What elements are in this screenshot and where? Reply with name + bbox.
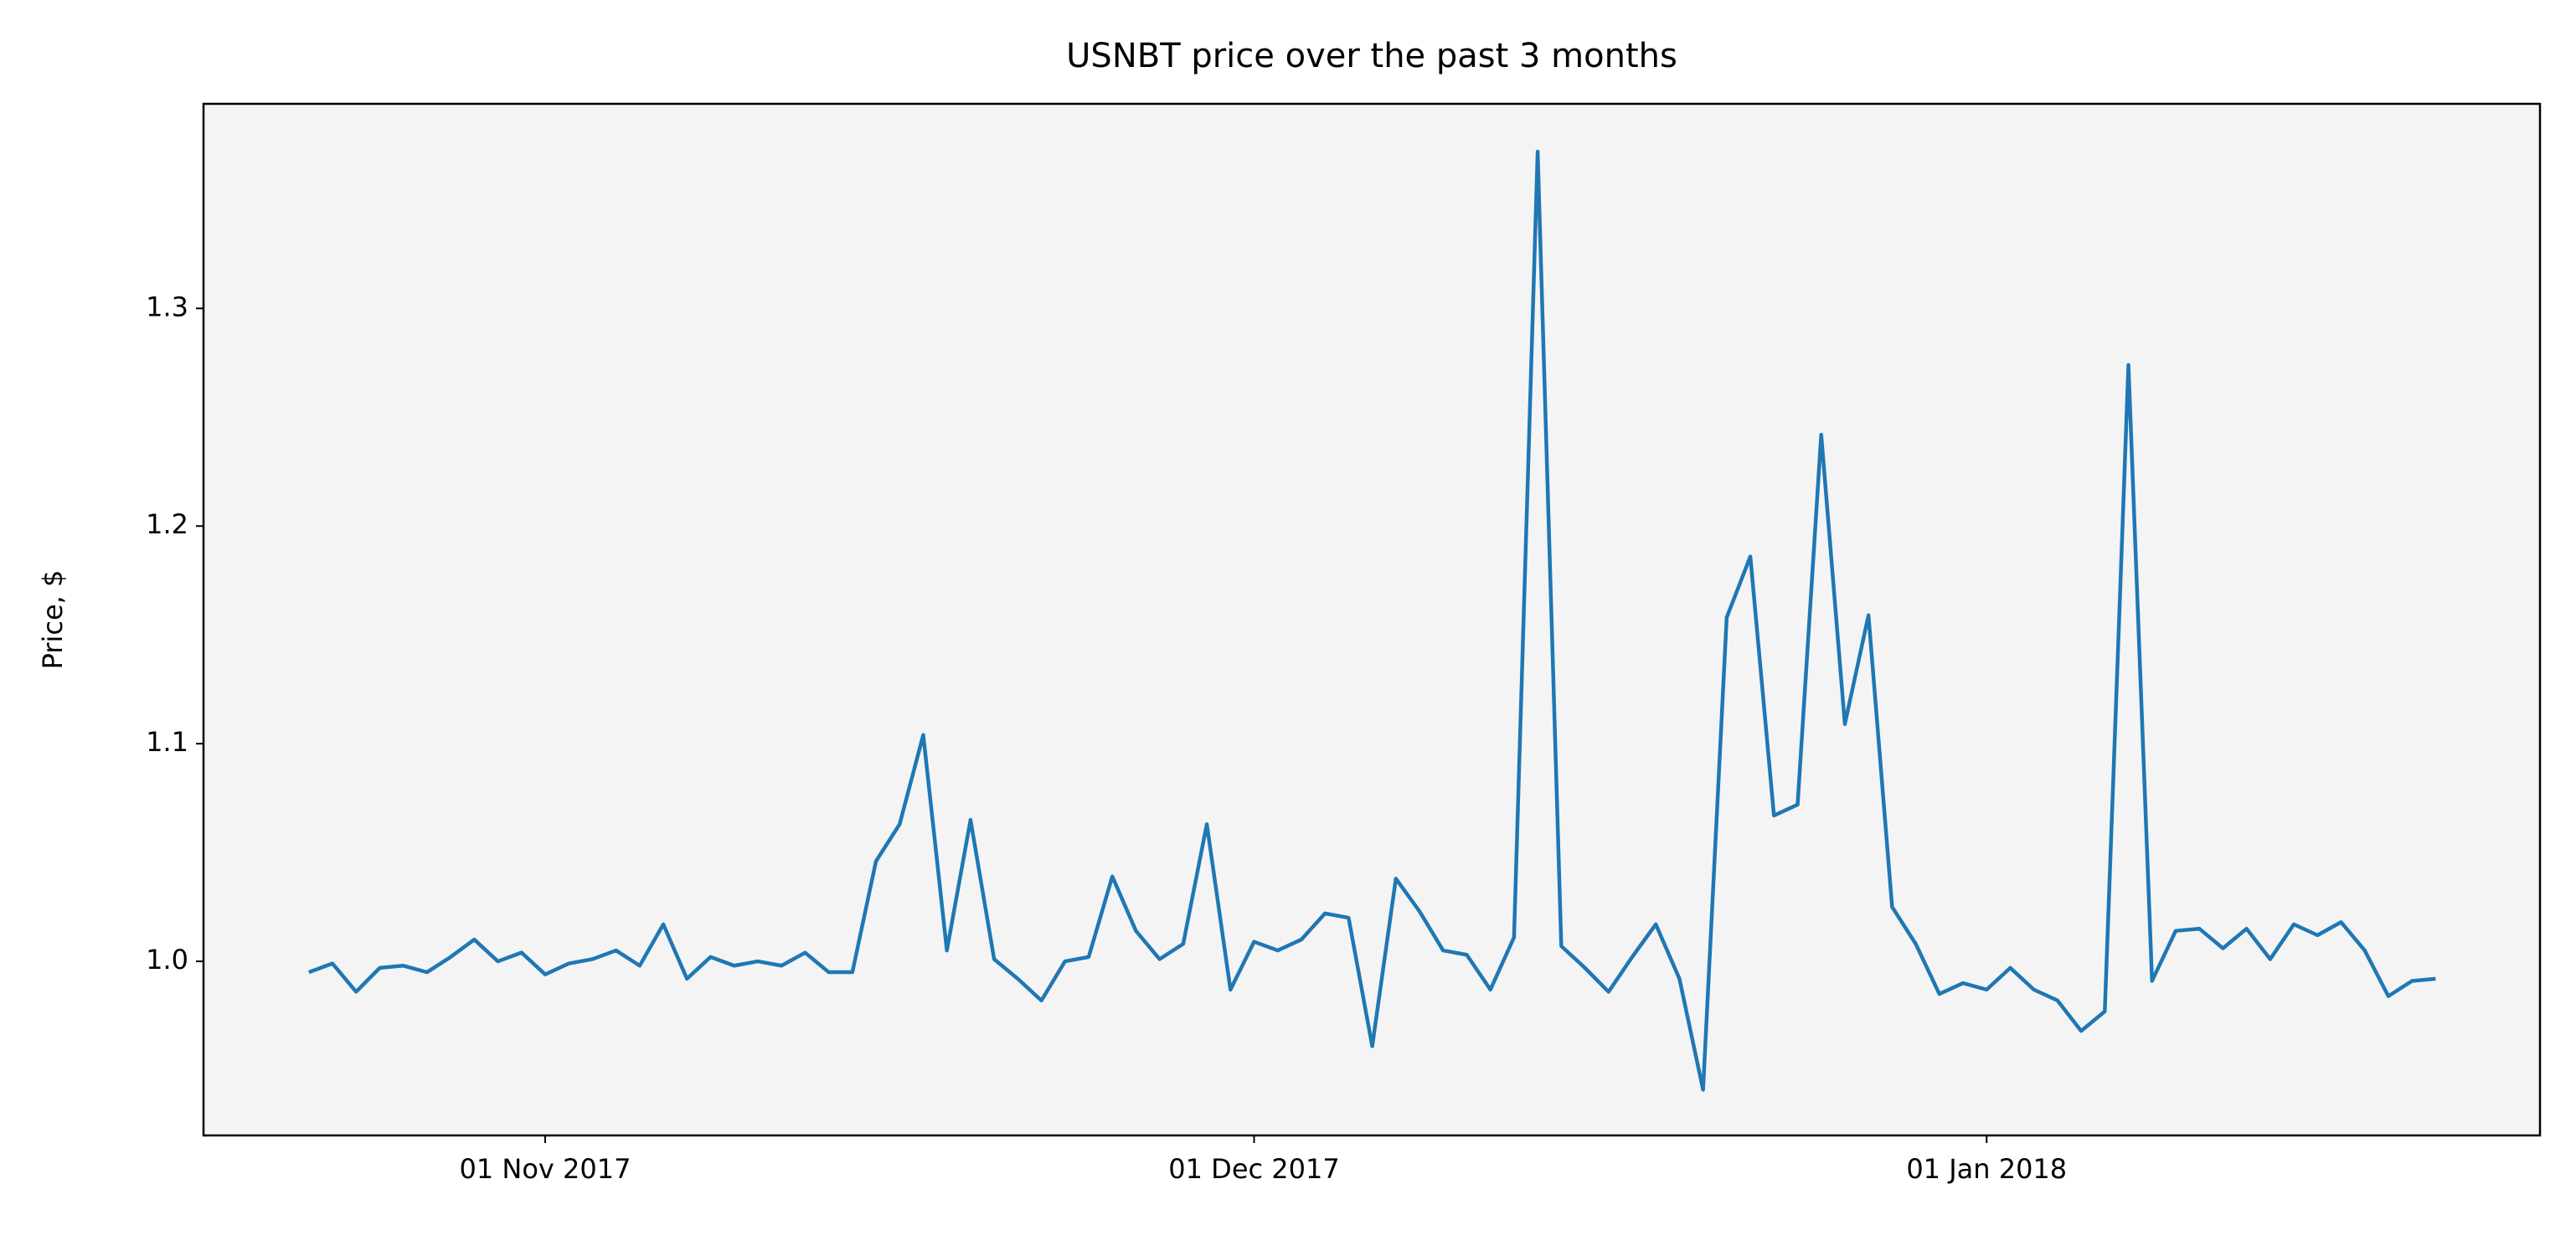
y-tick-label: 1.2 — [146, 508, 188, 540]
x-tick-label: 01 Nov 2017 — [460, 1153, 631, 1185]
y-tick-label: 1.3 — [146, 291, 188, 322]
chart-title: USNBT price over the past 3 months — [1066, 37, 1677, 75]
x-tick-label: 01 Dec 2017 — [1168, 1153, 1339, 1185]
y-axis-label: Price, $ — [37, 570, 69, 670]
x-tick-label: 01 Jan 2018 — [1906, 1153, 2067, 1185]
price-line — [308, 149, 2436, 1092]
y-tick-label: 1.0 — [146, 944, 188, 976]
y-tick-label: 1.1 — [146, 726, 188, 758]
plot-frame — [202, 102, 2542, 1137]
plot-area — [204, 104, 2540, 1135]
